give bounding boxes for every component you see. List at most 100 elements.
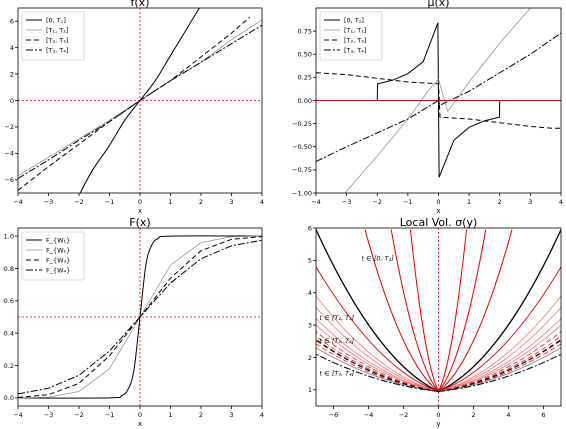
axes-frame — [17, 7, 263, 194]
vol-curve — [316, 343, 439, 392]
y-tick-label: 6 — [10, 18, 14, 26]
legend-box — [21, 11, 85, 61]
vol-curve — [438, 340, 561, 392]
x-tick-label: −1 — [403, 198, 413, 206]
vol-curve — [438, 339, 561, 392]
y-tick-label: 3 — [308, 321, 312, 329]
legend-box — [319, 11, 383, 61]
annotation: t ∈ [T₂, T₃] — [320, 314, 355, 322]
vol-curve — [316, 340, 439, 392]
legend: F_{W₁} F_{W₂} F_{W₃} F_{W₄} — [21, 231, 85, 281]
x-tick-label: 4 — [260, 411, 264, 419]
series-line — [18, 24, 262, 179]
y-tick-label: 0.2 — [4, 362, 14, 370]
y-tick-label: 0.75 — [298, 27, 312, 35]
vol-curve — [316, 229, 439, 393]
series-line — [79, 8, 200, 193]
chart-title: f(x) — [131, 0, 150, 9]
y-tick-label: −2 — [4, 123, 14, 131]
x-tick-label: 2 — [199, 198, 203, 206]
x-tick-label: 6 — [541, 411, 545, 419]
axes-frame — [17, 227, 263, 407]
vol-curve — [316, 324, 439, 392]
vol-curve — [438, 347, 561, 392]
annotation: t ∈ [T₃, T₄] — [320, 369, 355, 377]
y-tick-label: −1.00 — [292, 189, 312, 197]
x-tick-label: −2 — [399, 411, 409, 419]
x-tick-label: 4 — [506, 411, 510, 419]
x-tick-label: −6 — [329, 411, 339, 419]
vol-curve — [316, 318, 439, 392]
legend-label: F_{W₁} — [46, 237, 70, 245]
vol-curve — [438, 229, 487, 392]
legend-label: F_{W₂} — [46, 247, 70, 255]
y-tick-label: 0.00 — [298, 97, 312, 105]
legend-label: [T₁, T₂] — [344, 27, 366, 35]
plot-area — [18, 8, 262, 193]
series-line — [316, 32, 561, 163]
plot-area — [316, 228, 561, 406]
legend-label: [T₃, T₄] — [344, 47, 366, 55]
chart-title: F(x) — [129, 216, 150, 229]
x-tick-label: −3 — [342, 198, 352, 206]
vol-curve — [438, 229, 561, 393]
axes-frame — [315, 7, 562, 194]
x-tick-label: −4 — [364, 411, 374, 419]
x-tick-label: −1 — [105, 198, 115, 206]
x-tick-label: 1 — [467, 198, 471, 206]
plot-area — [316, 8, 561, 193]
y-tick-label: −0.25 — [292, 120, 312, 128]
x-tick-label: −2 — [74, 198, 84, 206]
legend-label: [T₂, T₃] — [46, 37, 68, 45]
panel-3: Local Vol. σ(y) y −6 −4 −2 0 2 4 6 1 2 3 4 5 6 t ∈ [0, … — [308, 216, 562, 428]
x-tick-label: 2 — [471, 411, 475, 419]
x-tick-label: 0 — [436, 198, 440, 206]
x-tick-label: 0 — [138, 198, 142, 206]
x-tick-label: 4 — [260, 198, 264, 206]
y-tick-label: 2 — [10, 70, 14, 78]
legend: [0, T₁] [T₁, T₂] [T₂, T₃] [T₃, T₄] — [21, 11, 85, 61]
vol-curve — [438, 318, 561, 392]
vol-curve — [438, 295, 561, 392]
annotation: t ∈ [T₁, T₂] — [320, 337, 355, 345]
x-tick-label: −2 — [372, 198, 382, 206]
y-tick-label: 1.0 — [4, 232, 14, 240]
vol-curve — [410, 229, 439, 392]
legend-label: F_{W₃} — [46, 257, 70, 265]
y-tick-label: −0.50 — [292, 143, 312, 151]
axes-frame — [315, 227, 562, 407]
vol-curve — [438, 343, 561, 392]
y-tick-label: −6 — [4, 176, 14, 184]
vol-curve — [316, 266, 439, 392]
y-tick-label: 6 — [308, 224, 312, 232]
series-line — [344, 8, 531, 193]
chart-title: Local Vol. σ(y) — [400, 216, 478, 229]
legend-box — [21, 231, 85, 281]
legend-label: [T₁, T₂] — [46, 27, 68, 35]
y-tick-label: 4 — [308, 289, 312, 297]
x-axis-label: x — [138, 420, 142, 428]
series-line — [316, 72, 561, 129]
x-tick-label: 1 — [168, 411, 172, 419]
vol-curve — [316, 331, 439, 392]
panel-0: f(x) x −4 −3 −2 −1 0 1 2 3 4 −6 −4 −2 0 2 4 6 [0, T₁] [T₁, … — [4, 0, 264, 215]
vol-curve — [438, 307, 561, 392]
y-tick-label: 4 — [10, 44, 14, 52]
vol-curve — [438, 229, 513, 392]
vol-curve — [438, 266, 561, 392]
x-tick-label: 0 — [138, 411, 142, 419]
vol-curve — [316, 307, 439, 392]
legend-label: [T₃, T₄] — [46, 47, 68, 55]
vol-curve — [438, 353, 561, 392]
x-tick-label: 3 — [229, 198, 233, 206]
vol-curve — [438, 331, 561, 392]
vol-curve — [316, 295, 439, 392]
x-tick-label: −3 — [44, 411, 54, 419]
y-tick-label: 0.4 — [4, 329, 14, 337]
panel-1: μ(x) x −4 −3 −2 −1 0 1 2 3 4 −1.00 −0.75 −0.50 −0.25 0.… — [292, 0, 563, 215]
series-line — [18, 239, 262, 395]
y-tick-label: 0.25 — [298, 74, 312, 82]
legend-label: [0, T₁] — [46, 17, 66, 25]
vol-curve — [438, 324, 561, 392]
